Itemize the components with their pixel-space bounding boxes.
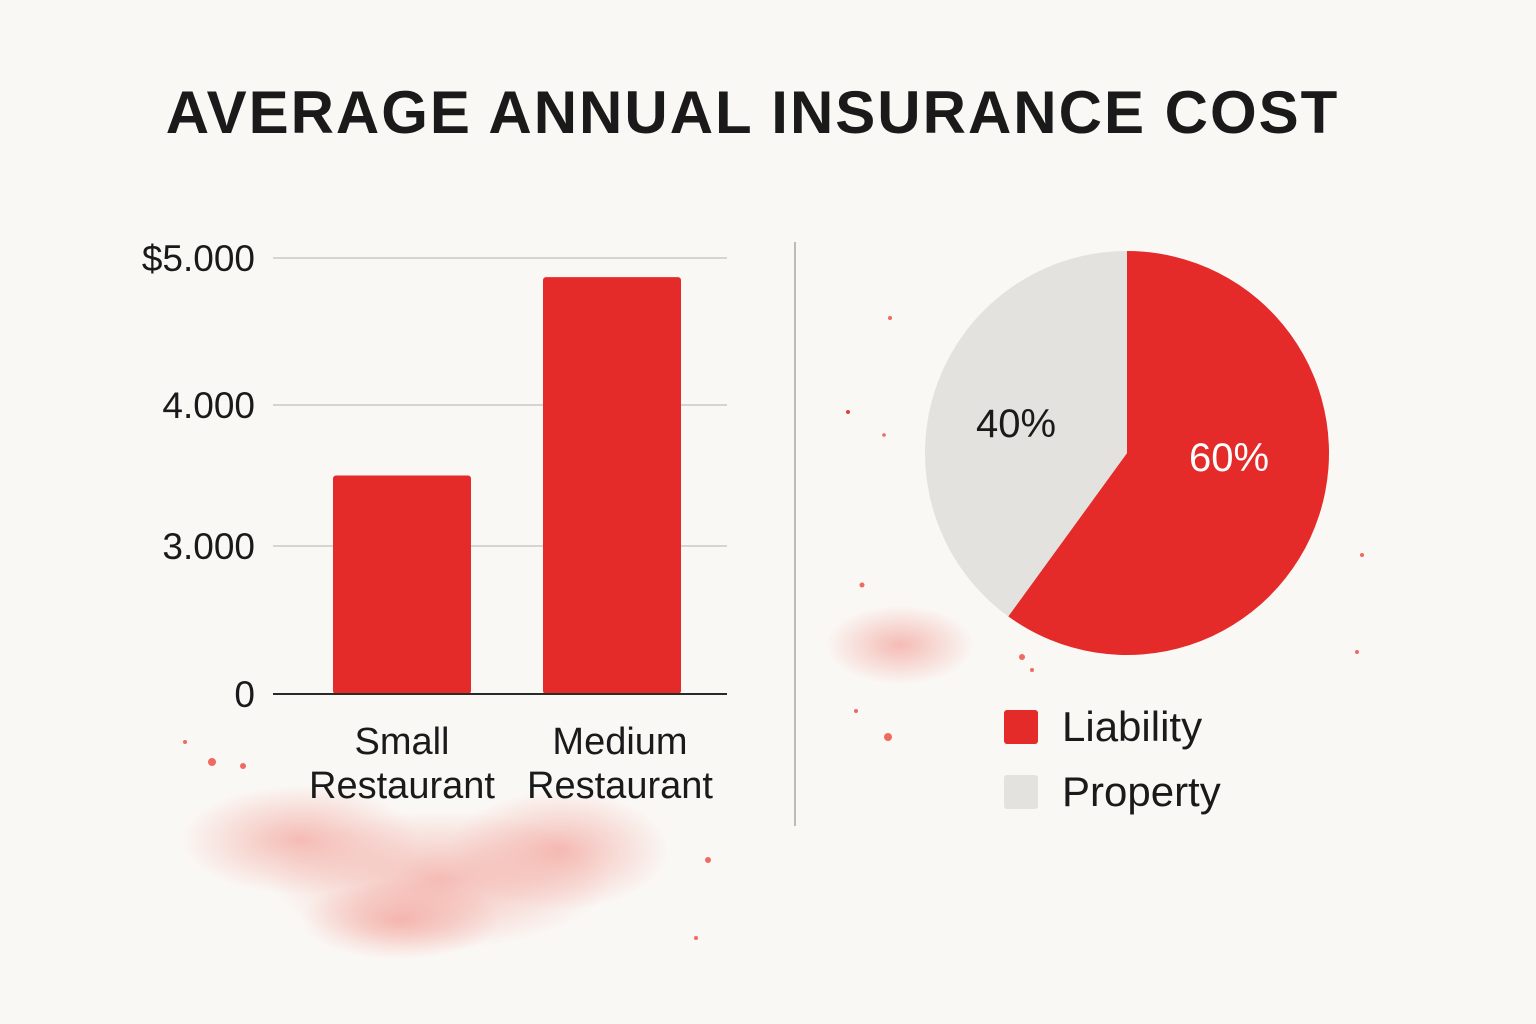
pie-slice-property: [925, 251, 1127, 617]
pie-label-liability: 60%: [1189, 436, 1269, 480]
legend-label-liability: Liability: [1062, 703, 1202, 750]
watercolor-decoration: [180, 316, 1364, 960]
y-tick-label: $5.000: [142, 238, 255, 279]
legend-label-property: Property: [1062, 768, 1221, 815]
x-label-line1: Small: [354, 721, 449, 763]
pie-label-property: 40%: [976, 402, 1056, 446]
pie-slice-liability: [1008, 251, 1329, 655]
bars: [333, 277, 681, 694]
bar-small-restaurant: [333, 475, 471, 694]
legend-swatch-liability: [1004, 710, 1038, 744]
legend-swatch-property: [1004, 775, 1038, 809]
y-tick-label: 3.000: [162, 526, 255, 567]
x-label-line2: Restaurant: [309, 765, 495, 807]
pie-chart: 60% 40%: [925, 251, 1329, 655]
pie-legend: Liability Property: [1004, 703, 1221, 815]
y-tick-label: 0: [234, 674, 255, 715]
x-label-line2: Restaurant: [527, 765, 713, 807]
chart-title: AVERAGE ANNUAL INSURANCE COST: [165, 79, 1340, 146]
bar-medium-restaurant: [543, 277, 681, 694]
y-tick-label: 4.000: [162, 385, 255, 426]
x-label-line1: Medium: [552, 721, 687, 763]
